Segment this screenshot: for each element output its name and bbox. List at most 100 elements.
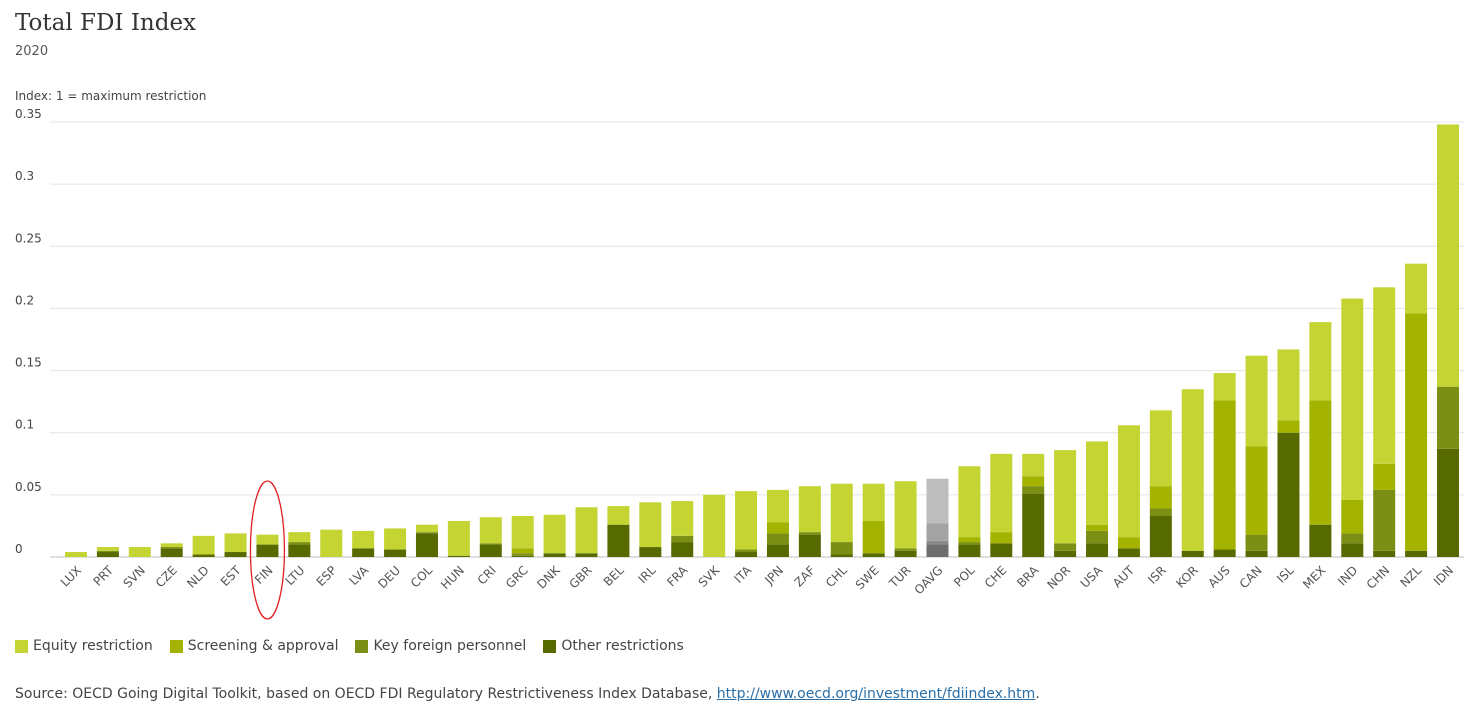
bar-segment[interactable] — [96, 550, 119, 553]
bar-segment[interactable] — [1277, 432, 1300, 557]
bar-segment[interactable] — [160, 548, 183, 557]
bar-segment[interactable] — [894, 481, 917, 549]
bar-segment[interactable] — [479, 544, 502, 557]
bar-segment[interactable] — [1149, 508, 1172, 516]
bar-segment[interactable] — [96, 552, 119, 557]
bar-segment[interactable] — [1405, 313, 1428, 551]
bar-segment[interactable] — [479, 517, 502, 544]
bar-segment[interactable] — [415, 532, 438, 534]
bar-segment[interactable] — [511, 553, 534, 556]
bar-segment[interactable] — [1245, 534, 1268, 551]
bar-segment[interactable] — [1117, 548, 1140, 557]
bar-segment[interactable] — [65, 552, 87, 557]
bar-segment[interactable] — [288, 544, 311, 557]
bar-segment[interactable] — [894, 550, 917, 557]
bar-segment[interactable] — [1437, 124, 1459, 387]
bar-segment[interactable] — [639, 502, 662, 548]
bar-segment[interactable] — [894, 548, 917, 551]
bar-segment[interactable] — [926, 544, 949, 557]
bar-segment[interactable] — [1117, 425, 1140, 538]
bar-segment[interactable] — [830, 483, 853, 543]
bar-segment[interactable] — [1086, 530, 1109, 544]
legend-item-personnel[interactable]: Key foreign personnel — [355, 638, 526, 654]
bar-segment[interactable] — [958, 544, 981, 557]
bar-segment[interactable] — [192, 535, 215, 555]
bar-segment[interactable] — [543, 553, 566, 557]
bar-segment[interactable] — [766, 544, 789, 557]
bar-segment[interactable] — [447, 520, 470, 556]
bar-segment[interactable] — [862, 520, 885, 554]
bar-segment[interactable] — [926, 478, 949, 524]
bar-segment[interactable] — [384, 528, 407, 550]
bar-segment[interactable] — [1277, 420, 1300, 433]
bar-segment[interactable] — [958, 537, 981, 543]
bar-segment[interactable] — [96, 547, 119, 551]
bar-segment[interactable] — [766, 522, 789, 534]
bar-segment[interactable] — [830, 554, 853, 557]
bar-segment[interactable] — [224, 533, 247, 553]
bar-segment[interactable] — [224, 552, 247, 557]
bar-segment[interactable] — [1149, 486, 1172, 509]
bar-segment[interactable] — [735, 549, 758, 553]
bar-segment[interactable] — [862, 483, 885, 521]
bar-segment[interactable] — [671, 542, 694, 557]
bar-segment[interactable] — [320, 529, 343, 557]
bar-segment[interactable] — [671, 501, 694, 536]
bar-segment[interactable] — [798, 532, 821, 535]
bar-segment[interactable] — [1405, 263, 1428, 314]
bar-segment[interactable] — [671, 535, 694, 543]
bar-segment[interactable] — [511, 548, 534, 554]
bar-segment[interactable] — [1373, 489, 1396, 551]
bar-segment[interactable] — [256, 544, 279, 557]
legend-item-screening[interactable]: Screening & approval — [169, 638, 338, 654]
bar-segment[interactable] — [766, 489, 789, 523]
bar-segment[interactable] — [288, 542, 311, 545]
bar-segment[interactable] — [1022, 486, 1045, 494]
bar-segment[interactable] — [1213, 400, 1236, 550]
bar-segment[interactable] — [1022, 453, 1045, 477]
bar-segment[interactable] — [1181, 550, 1204, 557]
bar-segment[interactable] — [575, 553, 598, 557]
bar-segment[interactable] — [639, 547, 662, 557]
bar-segment[interactable] — [1373, 287, 1396, 464]
bar-segment[interactable] — [352, 548, 375, 557]
bar-segment[interactable] — [1245, 550, 1268, 557]
bar-segment[interactable] — [703, 494, 726, 557]
bar-segment[interactable] — [1086, 543, 1109, 557]
bar-segment[interactable] — [1086, 524, 1109, 531]
bar-segment[interactable] — [384, 549, 407, 557]
bar-segment[interactable] — [1149, 410, 1172, 487]
bar-segment[interactable] — [1245, 446, 1268, 535]
bar-segment[interactable] — [798, 486, 821, 533]
bar-segment[interactable] — [1213, 373, 1236, 401]
bar-segment[interactable] — [735, 552, 758, 557]
bar-segment[interactable] — [926, 523, 949, 541]
bar-segment[interactable] — [1054, 550, 1077, 557]
bar-segment[interactable] — [830, 542, 853, 555]
legend-item-equity[interactable]: Equity restriction — [15, 638, 153, 654]
bar-segment[interactable] — [1022, 476, 1045, 487]
bar-segment[interactable] — [1341, 499, 1364, 534]
bar-segment[interactable] — [1309, 322, 1332, 401]
bar-segment[interactable] — [1181, 389, 1204, 551]
bar-segment[interactable] — [543, 514, 566, 554]
bar-segment[interactable] — [1213, 549, 1236, 557]
legend-item-other[interactable]: Other restrictions — [543, 638, 684, 654]
bar-segment[interactable] — [990, 532, 1013, 544]
bar-segment[interactable] — [160, 547, 183, 549]
bar-segment[interactable] — [1437, 386, 1459, 449]
bar-segment[interactable] — [1341, 543, 1364, 557]
bar-segment[interactable] — [415, 524, 438, 533]
bar-segment[interactable] — [1086, 441, 1109, 525]
bar-segment[interactable] — [1437, 448, 1459, 557]
bar-segment[interactable] — [1405, 550, 1428, 557]
bar-segment[interactable] — [1149, 515, 1172, 557]
bar-segment[interactable] — [128, 547, 151, 557]
bar-segment[interactable] — [990, 543, 1013, 557]
bar-segment[interactable] — [479, 543, 502, 545]
bar-segment[interactable] — [1309, 400, 1332, 525]
bar-segment[interactable] — [990, 453, 1013, 533]
bar-segment[interactable] — [958, 542, 981, 545]
bar-segment[interactable] — [447, 555, 470, 557]
bar-segment[interactable] — [1245, 355, 1268, 447]
